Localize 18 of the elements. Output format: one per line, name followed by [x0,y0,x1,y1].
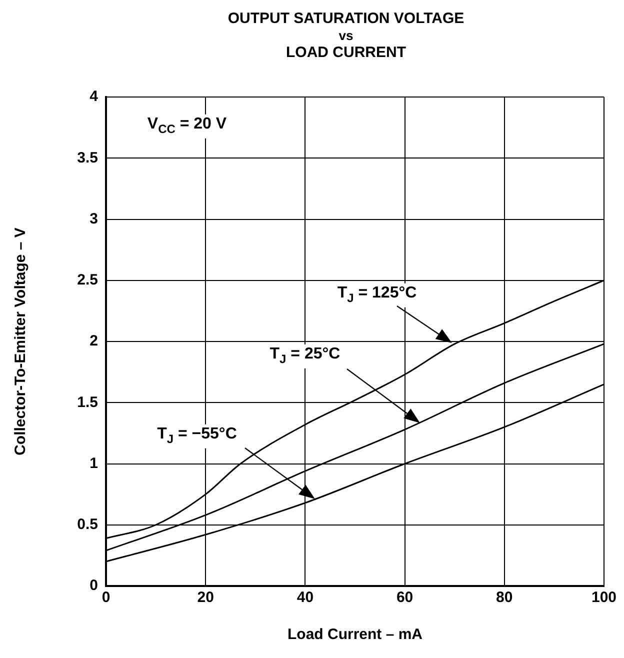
x-tick-label: 0 [102,589,110,606]
y-tick-label: 0.5 [77,516,98,534]
x-tick-label: 60 [396,589,414,606]
x-axis-title: Load Current – mA [287,626,423,644]
y-tick-label: 3 [90,210,98,228]
y-axis-title: Collector-To-Emitter Voltage – V [12,228,30,456]
x-tick-label: 20 [197,589,214,606]
y-tick-label: 1 [90,454,98,472]
y-tick-label: 4 [90,88,99,106]
x-tick-label: 100 [591,589,617,606]
chart-title: OUTPUT SATURATION VOLTAGE vs LOAD CURRENT [226,10,466,61]
y-tick-label: 2.5 [77,272,98,289]
x-tick-label: 80 [496,589,513,606]
y-tick-label: 1.5 [77,394,98,411]
y-tick-label: 0 [90,577,98,594]
y-tick-label: 3.5 [77,149,98,166]
y-tick-label: 2 [90,332,98,350]
x-tick-label: 40 [296,589,314,606]
